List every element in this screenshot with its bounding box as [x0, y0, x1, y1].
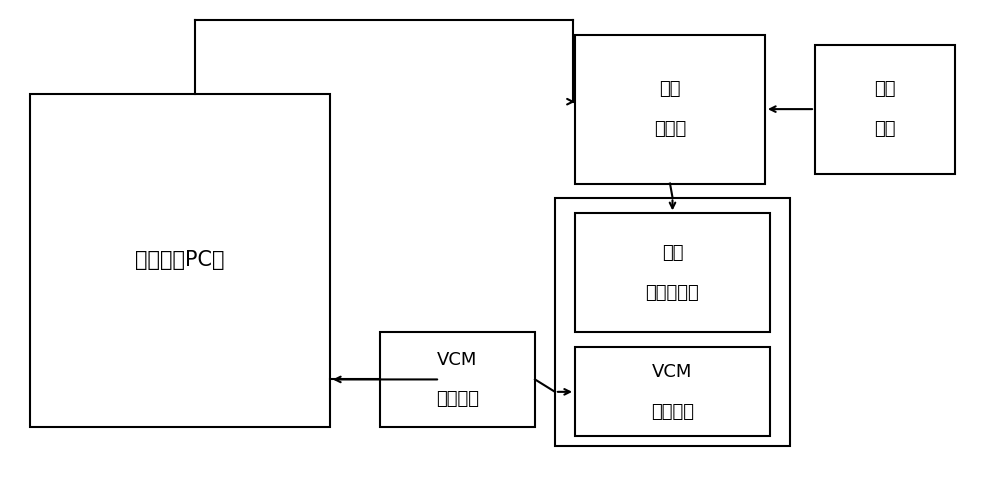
Text: VCM: VCM	[652, 363, 693, 381]
Text: 模块: 模块	[874, 120, 896, 138]
Bar	[380, 332, 535, 427]
Text: 激光: 激光	[662, 244, 683, 262]
Text: 测试专用PC机: 测试专用PC机	[135, 250, 225, 270]
Text: 电源: 电源	[874, 80, 896, 98]
Text: 控制器: 控制器	[654, 120, 686, 138]
Bar	[575, 213, 770, 332]
Text: 驱动模块: 驱动模块	[436, 390, 479, 408]
Text: 激光: 激光	[659, 80, 681, 98]
Bar	[815, 45, 955, 174]
Text: VCM: VCM	[437, 351, 478, 369]
Text: 位置测试仪: 位置测试仪	[646, 284, 699, 302]
Bar	[575, 35, 765, 184]
Bar	[30, 94, 330, 427]
Bar	[555, 198, 790, 446]
Text: 测试夹具: 测试夹具	[651, 403, 694, 421]
Bar	[575, 347, 770, 436]
